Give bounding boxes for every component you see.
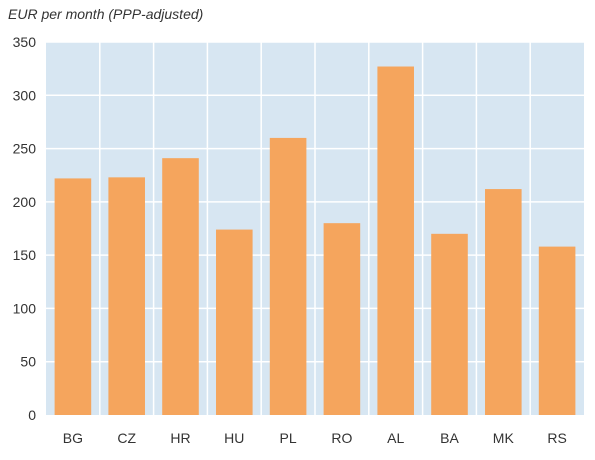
x-tick-label-mk: MK (493, 430, 515, 446)
bar-bg (54, 178, 92, 415)
y-axis-unit-label: EUR per month (PPP-adjusted) (8, 6, 204, 22)
bar-cz (108, 177, 145, 415)
y-tick-label: 200 (13, 194, 37, 210)
x-tick-label-al: AL (387, 430, 404, 446)
y-tick-label: 250 (13, 141, 37, 157)
x-axis-ticks: BG CZ HR HU PL RO AL BA MK RS (63, 430, 567, 446)
y-tick-label: 0 (28, 407, 36, 423)
y-tick-label: 100 (13, 300, 37, 316)
x-tick-label-cz: CZ (117, 430, 136, 446)
bar-hr (162, 158, 199, 416)
bars (54, 66, 576, 416)
y-tick-label: 150 (13, 247, 37, 263)
x-tick-label-hu: HU (224, 430, 244, 446)
bar-hu (216, 229, 253, 415)
x-tick-label-hr: HR (170, 430, 190, 446)
x-tick-label-pl: PL (280, 430, 297, 446)
x-tick-label-ba: BA (440, 430, 459, 446)
y-axis-ticks: 0 50 100 150 200 250 300 350 (13, 34, 37, 423)
bar-ro (323, 223, 361, 415)
y-tick-label: 50 (20, 354, 36, 370)
x-tick-label-bg: BG (63, 430, 83, 446)
bar-mk (485, 189, 522, 415)
y-tick-label: 300 (13, 87, 37, 103)
bar-pl (269, 137, 307, 415)
y-tick-label: 350 (13, 34, 37, 50)
bar-ba (431, 233, 468, 415)
bar-al (377, 66, 414, 416)
x-tick-label-ro: RO (331, 430, 352, 446)
bar-rs (538, 246, 576, 415)
x-tick-label-rs: RS (547, 430, 566, 446)
